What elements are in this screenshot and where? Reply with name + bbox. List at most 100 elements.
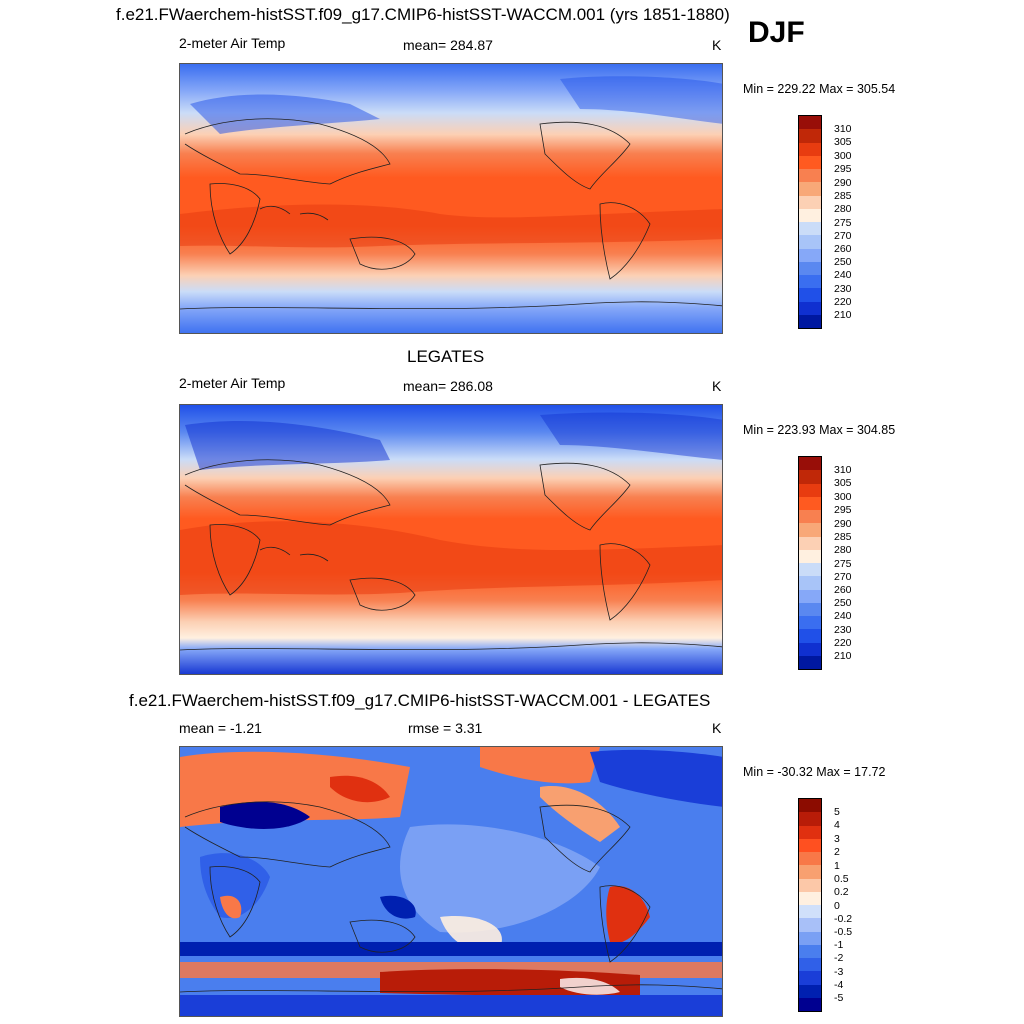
colorbar-swatch	[799, 799, 821, 813]
colorbar-swatch	[799, 129, 821, 143]
colorbar-label: 270	[834, 571, 852, 583]
colorbar-swatch	[799, 248, 821, 262]
unit-label: K	[712, 37, 722, 53]
colorbar-obs	[798, 456, 822, 670]
minmax-label: Min = -30.32 Max = 17.72	[743, 765, 886, 779]
colorbar-label: 290	[834, 177, 852, 189]
colorbar-swatch	[799, 825, 821, 839]
colorbar-swatch	[799, 655, 821, 669]
colorbar-label: 5	[834, 806, 840, 818]
minmax-label: Min = 229.22 Max = 305.54	[743, 82, 896, 96]
colorbar-label: 3	[834, 833, 840, 845]
unit-label: K	[712, 720, 722, 736]
colorbar-swatch	[799, 314, 821, 328]
colorbar-swatch	[799, 483, 821, 497]
colorbar-label: 230	[834, 283, 852, 295]
colorbar-swatch	[799, 616, 821, 630]
colorbar-label: 305	[834, 477, 852, 489]
colorbar-difference	[798, 798, 822, 1012]
colorbar-label: 2	[834, 846, 840, 858]
colorbar-swatch	[799, 865, 821, 879]
colorbar-label: -1	[834, 939, 844, 951]
colorbar-swatch	[799, 878, 821, 892]
case-title: f.e21.FWaerchem-histSST.f09_g17.CMIP6-hi…	[116, 5, 730, 24]
colorbar-swatch	[799, 852, 821, 866]
colorbar-swatch	[799, 958, 821, 972]
colorbar-label: 280	[834, 544, 852, 556]
rmse-label: rmse = 3.31	[408, 720, 483, 736]
colorbar-swatch	[799, 642, 821, 656]
colorbar-label: -5	[834, 992, 844, 1004]
colorbar-swatch	[799, 261, 821, 275]
mean-label: mean= 284.87	[403, 37, 493, 53]
colorbar-swatch	[799, 971, 821, 985]
colorbar-label: 310	[834, 123, 852, 135]
colorbar-swatch	[799, 589, 821, 603]
colorbar-label: 270	[834, 230, 852, 242]
mean-label: mean= 286.08	[403, 378, 493, 394]
colorbar-label: 295	[834, 163, 852, 175]
colorbar-swatch	[799, 918, 821, 932]
colorbar-label: 1	[834, 860, 840, 872]
colorbar-label: 280	[834, 203, 852, 215]
colorbar-swatch	[799, 182, 821, 196]
colorbar-swatch	[799, 235, 821, 249]
colorbar-label: 310	[834, 464, 852, 476]
colorbar-swatch	[799, 457, 821, 471]
colorbar-label: 250	[834, 597, 852, 609]
colorbar-label: 275	[834, 217, 852, 229]
colorbar-swatch	[799, 563, 821, 577]
season-label: DJF	[748, 16, 805, 49]
colorbar-swatch	[799, 891, 821, 905]
difference-map	[179, 746, 723, 1017]
colorbar-label: -2	[834, 952, 844, 964]
colorbar-swatch	[799, 905, 821, 919]
colorbar-swatch	[799, 222, 821, 236]
colorbar-label: 275	[834, 558, 852, 570]
colorbar-label: 300	[834, 491, 852, 503]
colorbar-label: 0	[834, 900, 840, 912]
colorbar-label: 240	[834, 610, 852, 622]
colorbar-label: -0.2	[834, 913, 853, 925]
unit-label: K	[712, 378, 722, 394]
colorbar-label: 0.5	[834, 873, 849, 885]
minmax-label: Min = 223.93 Max = 304.85	[743, 423, 896, 437]
colorbar-swatch	[799, 576, 821, 590]
colorbar-swatch	[799, 549, 821, 563]
colorbar-swatch	[799, 602, 821, 616]
colorbar-label: -0.5	[834, 926, 853, 938]
colorbar-swatch	[799, 496, 821, 510]
colorbar-swatch	[799, 169, 821, 183]
colorbar-label: 260	[834, 584, 852, 596]
colorbar-swatch	[799, 523, 821, 537]
colorbar-swatch	[799, 510, 821, 524]
mean-label: mean = -1.21	[179, 720, 262, 736]
colorbar-label: 210	[834, 650, 852, 662]
colorbar-label: 285	[834, 531, 852, 543]
colorbar-swatch	[799, 812, 821, 826]
colorbar-label: 240	[834, 269, 852, 281]
colorbar-swatch	[799, 288, 821, 302]
colorbar-label: 4	[834, 819, 840, 831]
colorbar-swatch	[799, 195, 821, 209]
variable-label: 2-meter Air Temp	[179, 35, 286, 51]
temperature-map-obs	[179, 404, 723, 675]
colorbar-label: 295	[834, 504, 852, 516]
colorbar-swatch	[799, 470, 821, 484]
colorbar-swatch	[799, 944, 821, 958]
colorbar-label: 260	[834, 243, 852, 255]
colorbar-label: -4	[834, 979, 844, 991]
colorbar-label: 220	[834, 637, 852, 649]
colorbar-swatch	[799, 629, 821, 643]
colorbar-swatch	[799, 155, 821, 169]
colorbar-label: 0.2	[834, 886, 849, 898]
panel-title: f.e21.FWaerchem-histSST.f09_g17.CMIP6-hi…	[129, 691, 711, 710]
colorbar-swatch	[799, 997, 821, 1011]
colorbar-swatch	[799, 931, 821, 945]
colorbar-swatch	[799, 116, 821, 130]
panel-title: LEGATES	[407, 347, 485, 366]
colorbar-label: 290	[834, 518, 852, 530]
colorbar-label: 285	[834, 190, 852, 202]
colorbar-label: -3	[834, 966, 844, 978]
colorbar-label: 300	[834, 150, 852, 162]
